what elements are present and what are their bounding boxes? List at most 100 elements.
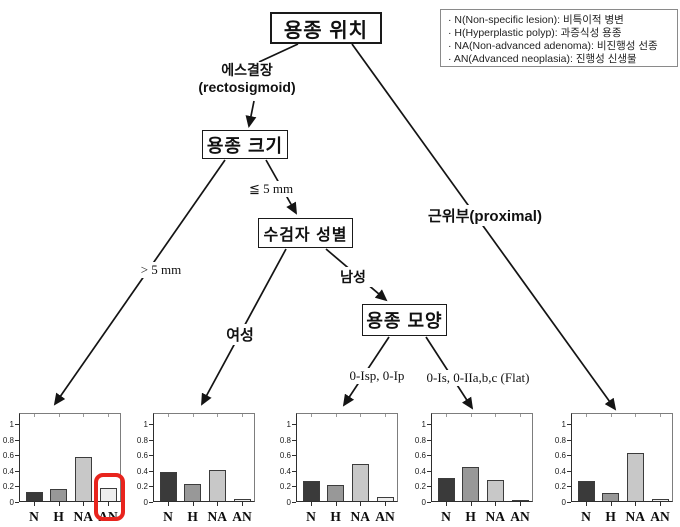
y-tick-label: 0.8 bbox=[554, 435, 566, 445]
x-category-label: AN bbox=[232, 509, 252, 524]
y-tick-mark bbox=[292, 424, 296, 425]
x-category-label: N bbox=[441, 509, 451, 524]
plot-area: 0 0.2 0.4 0.6 0.8 1 N H NA AN bbox=[280, 413, 398, 524]
y-tick-mark bbox=[427, 470, 431, 472]
top-tick-mark bbox=[660, 414, 661, 417]
y-tick-mark bbox=[292, 439, 296, 441]
y-tick-mark bbox=[567, 439, 571, 441]
x-tick-mark bbox=[360, 502, 362, 506]
legend-item-AN: · AN(Advanced neoplasia): 진행성 신생물 bbox=[448, 53, 637, 65]
x-tick-mark bbox=[385, 502, 386, 506]
top-tick-mark bbox=[446, 414, 447, 417]
y-tick-label: 0.8 bbox=[414, 435, 426, 445]
x-tick-mark bbox=[586, 502, 587, 506]
y-tick-label: 0 bbox=[561, 498, 566, 507]
top-tick-mark bbox=[108, 414, 109, 417]
x-tick-mark bbox=[217, 502, 219, 506]
x-tick-mark bbox=[108, 502, 109, 506]
y-tick-label: 1 bbox=[421, 420, 426, 429]
x-category-label: NA bbox=[73, 509, 94, 524]
y-tick-label: 0.2 bbox=[279, 482, 291, 492]
edge-label-shape-pedunculated: 0-Isp, 0-Ip bbox=[335, 368, 419, 384]
y-tick-mark bbox=[149, 486, 153, 488]
y-tick-label: 0.4 bbox=[554, 466, 566, 476]
legend-item-N: · N(Non-specific lesion): 비특이적 병변 bbox=[448, 14, 624, 26]
x-tick-mark bbox=[192, 502, 194, 506]
abbreviation-legend: · N(Non-specific lesion): 비특이적 병변 · H(Hy… bbox=[440, 9, 678, 67]
x-category-label: H bbox=[187, 509, 198, 524]
edge-label-male: 남성 bbox=[330, 267, 376, 287]
bar-H bbox=[327, 485, 345, 501]
x-tick-mark bbox=[446, 502, 447, 506]
x-category-label: AN bbox=[510, 509, 530, 524]
y-tick-label: 0 bbox=[9, 498, 14, 507]
top-tick-mark bbox=[335, 414, 337, 417]
edge-label-rectosigmoid: 에스결장 (rectosigmoid) bbox=[183, 62, 311, 96]
y-tick-mark bbox=[567, 470, 571, 472]
y-tick-label: 0.2 bbox=[554, 482, 566, 492]
y-tick-label: 0.4 bbox=[279, 466, 291, 476]
y-tick-mark bbox=[149, 455, 153, 457]
y-tick-mark bbox=[149, 502, 153, 503]
y-tick-label: 0.6 bbox=[2, 451, 14, 461]
bar-N bbox=[159, 472, 177, 501]
highlight-box-AN bbox=[94, 473, 126, 521]
y-tick-label: 0.4 bbox=[414, 466, 426, 476]
y-tick-mark bbox=[149, 470, 153, 472]
bar-N bbox=[437, 478, 455, 501]
y-tick-label: 0.6 bbox=[279, 451, 291, 461]
y-tick-label: 0.6 bbox=[136, 451, 148, 461]
bar-NA bbox=[351, 464, 369, 501]
node-polyp-shape: 용종 모양 bbox=[362, 304, 447, 336]
y-tick-mark bbox=[427, 424, 431, 425]
bar-NA bbox=[626, 453, 644, 501]
top-tick-mark bbox=[360, 414, 362, 417]
edge-label-less-equal-5mm: ≦ 5 mm bbox=[240, 181, 302, 197]
y-tick-mark bbox=[567, 486, 571, 488]
x-tick-mark bbox=[335, 502, 337, 506]
plot-area: 0 0.2 0.4 0.6 0.8 1 N H NA AN bbox=[3, 413, 126, 524]
y-tick-label: 0 bbox=[286, 498, 291, 507]
top-tick-mark bbox=[520, 414, 521, 417]
y-tick-mark bbox=[292, 455, 296, 457]
top-tick-mark bbox=[311, 414, 312, 417]
bar-chart-greater-than-5mm: 0 0.2 0.4 0.6 0.8 1 N H NA AN bbox=[3, 413, 126, 524]
y-tick-mark bbox=[15, 424, 19, 425]
y-tick-mark bbox=[15, 502, 19, 503]
y-tick-label: 0.4 bbox=[2, 466, 14, 476]
y-tick-label: 0.2 bbox=[414, 482, 426, 492]
y-tick-mark bbox=[15, 470, 19, 472]
y-tick-label: 1 bbox=[286, 420, 291, 429]
x-tick-mark bbox=[520, 502, 521, 506]
x-category-label: N bbox=[163, 509, 173, 524]
y-tick-mark bbox=[567, 502, 571, 503]
top-tick-mark bbox=[168, 414, 169, 417]
x-category-label: N bbox=[581, 509, 591, 524]
legend-item-NA: · NA(Non-advanced adenoma): 비진행성 선종 bbox=[448, 40, 658, 52]
x-tick-mark bbox=[58, 502, 60, 506]
top-tick-mark bbox=[385, 414, 386, 417]
bar-N bbox=[25, 492, 43, 501]
y-tick-label: 0.8 bbox=[136, 435, 148, 445]
bar-H bbox=[184, 484, 202, 501]
y-tick-label: 0 bbox=[421, 498, 426, 507]
y-tick-label: 0.6 bbox=[414, 451, 426, 461]
x-tick-mark bbox=[470, 502, 472, 506]
node-polyp-location: 용종 위치 bbox=[270, 12, 382, 44]
x-tick-mark bbox=[635, 502, 637, 506]
bar-AN bbox=[376, 497, 394, 501]
top-tick-mark bbox=[217, 414, 219, 417]
edge-label-proximal: 근위부(proximal) bbox=[426, 205, 544, 226]
y-tick-mark bbox=[149, 424, 153, 425]
x-category-label: H bbox=[53, 509, 64, 524]
x-tick-mark bbox=[660, 502, 661, 506]
x-category-label: AN bbox=[650, 509, 670, 524]
bar-N bbox=[577, 481, 595, 501]
bar-chart-shape-flat: 0 0.2 0.4 0.6 0.8 1 N H NA AN bbox=[415, 413, 533, 524]
y-tick-label: 0.2 bbox=[136, 482, 148, 492]
y-tick-mark bbox=[292, 486, 296, 488]
top-tick-mark bbox=[635, 414, 637, 417]
y-tick-label: 0.8 bbox=[279, 435, 291, 445]
node-polyp-size: 용종 크기 bbox=[202, 130, 288, 159]
